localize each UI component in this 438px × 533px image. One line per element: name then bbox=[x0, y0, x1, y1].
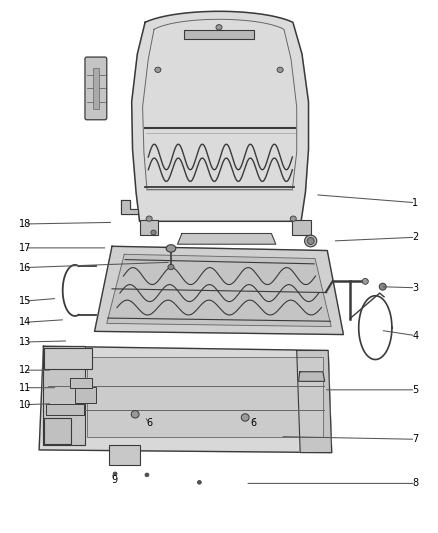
Polygon shape bbox=[43, 346, 85, 445]
Bar bbox=[44, 349, 92, 368]
Ellipse shape bbox=[168, 264, 174, 270]
Bar bbox=[109, 445, 141, 465]
Ellipse shape bbox=[379, 283, 386, 290]
Ellipse shape bbox=[146, 216, 152, 221]
Text: 1: 1 bbox=[413, 198, 419, 208]
Ellipse shape bbox=[362, 278, 368, 284]
Text: 9: 9 bbox=[111, 475, 117, 485]
Polygon shape bbox=[132, 11, 308, 221]
Ellipse shape bbox=[145, 473, 149, 477]
Bar bbox=[46, 403, 84, 415]
Ellipse shape bbox=[113, 472, 117, 475]
Polygon shape bbox=[95, 246, 343, 335]
Bar bbox=[93, 68, 99, 109]
Polygon shape bbox=[297, 351, 332, 453]
Bar bbox=[44, 418, 71, 443]
FancyBboxPatch shape bbox=[85, 57, 107, 120]
Text: 18: 18 bbox=[18, 219, 31, 229]
Text: 3: 3 bbox=[413, 283, 419, 293]
Ellipse shape bbox=[166, 245, 176, 252]
Ellipse shape bbox=[290, 216, 296, 221]
Polygon shape bbox=[121, 199, 138, 214]
Polygon shape bbox=[39, 346, 332, 453]
Ellipse shape bbox=[216, 25, 222, 30]
Polygon shape bbox=[177, 233, 276, 244]
Bar bbox=[75, 387, 96, 403]
Bar bbox=[140, 220, 158, 235]
Ellipse shape bbox=[198, 480, 201, 484]
Text: 6: 6 bbox=[251, 418, 257, 429]
Text: 11: 11 bbox=[18, 383, 31, 393]
Text: 16: 16 bbox=[18, 263, 31, 272]
Bar bbox=[184, 30, 254, 39]
Text: 4: 4 bbox=[413, 330, 419, 341]
Polygon shape bbox=[107, 254, 331, 327]
Text: 12: 12 bbox=[18, 365, 31, 375]
Text: 7: 7 bbox=[412, 434, 419, 445]
Ellipse shape bbox=[304, 235, 317, 247]
Text: 5: 5 bbox=[412, 385, 419, 395]
Bar bbox=[87, 357, 323, 437]
Text: 8: 8 bbox=[413, 479, 419, 488]
Text: 15: 15 bbox=[18, 296, 31, 306]
Ellipse shape bbox=[277, 67, 283, 72]
Text: 10: 10 bbox=[18, 400, 31, 410]
Text: 6: 6 bbox=[146, 418, 152, 429]
Polygon shape bbox=[70, 378, 92, 387]
Ellipse shape bbox=[151, 230, 156, 235]
Ellipse shape bbox=[131, 410, 139, 418]
Text: 2: 2 bbox=[412, 232, 419, 243]
Text: 17: 17 bbox=[18, 243, 31, 253]
Text: 14: 14 bbox=[18, 317, 31, 327]
Ellipse shape bbox=[307, 238, 314, 245]
Text: 13: 13 bbox=[18, 337, 31, 347]
Ellipse shape bbox=[155, 67, 161, 72]
Polygon shape bbox=[298, 372, 325, 381]
Bar bbox=[292, 220, 311, 235]
Ellipse shape bbox=[241, 414, 249, 421]
